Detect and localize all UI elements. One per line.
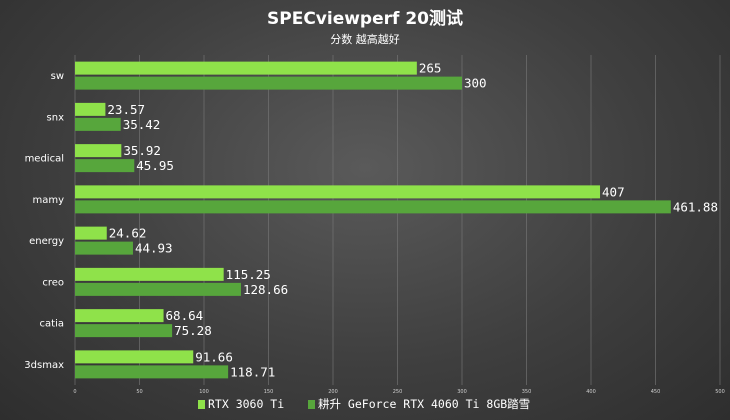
- x-tick-label: 250: [393, 389, 403, 395]
- bar: [75, 144, 122, 158]
- data-label: 91.66: [195, 349, 233, 364]
- data-label: 115.25: [226, 267, 271, 282]
- x-tick-label: 450: [651, 389, 661, 395]
- bar: [75, 102, 106, 116]
- bar: [75, 350, 194, 364]
- category-label: mamy: [32, 195, 64, 206]
- grid: [74, 55, 721, 385]
- legend-swatch: [308, 400, 315, 409]
- bar: [75, 226, 107, 240]
- data-label: 35.42: [123, 117, 161, 132]
- data-label: 45.95: [136, 158, 174, 173]
- x-tick-label: 0: [73, 389, 76, 395]
- data-label: 23.57: [107, 102, 145, 117]
- bar: [75, 241, 133, 255]
- data-label: 75.28: [174, 323, 212, 338]
- bar: [75, 61, 417, 75]
- bar: [75, 267, 224, 281]
- category-label: catia: [40, 319, 64, 330]
- data-label: 44.93: [135, 241, 173, 256]
- category-label: 3dsmax: [24, 360, 64, 371]
- x-axis-ticks: 0 50 100 150 200 250 300 350 400 450 500: [73, 389, 724, 395]
- legend-entry: 耕升 GeForce RTX 4060 Ti 8GB踏雪: [318, 397, 530, 411]
- data-label: 24.62: [109, 226, 147, 241]
- data-label: 407: [602, 184, 625, 199]
- category-label: snx: [47, 112, 65, 123]
- data-label: 118.71: [230, 364, 275, 379]
- data-label: 68.64: [166, 308, 204, 323]
- category-label: sw: [51, 71, 64, 82]
- x-tick-label: 200: [328, 389, 338, 395]
- category-label: creo: [42, 277, 64, 288]
- data-label: 128.66: [243, 282, 288, 297]
- bar: [75, 309, 164, 323]
- category-label: medical: [25, 154, 64, 165]
- legend-swatch: [198, 400, 205, 409]
- x-tick-label: 50: [136, 389, 142, 395]
- x-tick-label: 350: [522, 389, 532, 395]
- bar: [75, 282, 241, 296]
- data-label: 300: [464, 76, 487, 91]
- x-tick-label: 400: [586, 389, 596, 395]
- data-label: 265: [419, 61, 442, 76]
- data-label: 461.88: [673, 199, 718, 214]
- bar: [75, 159, 135, 173]
- x-tick-label: 100: [199, 389, 209, 395]
- bar: [75, 365, 229, 379]
- bar: [75, 185, 601, 199]
- bar: [75, 324, 173, 338]
- legend: RTX 3060 Ti 耕升 GeForce RTX 4060 Ti 8GB踏雪: [198, 397, 530, 411]
- data-label: 35.92: [123, 143, 161, 158]
- bar: [75, 76, 462, 90]
- bar: [75, 117, 121, 131]
- x-tick-label: 500: [715, 389, 725, 395]
- x-tick-label: 300: [457, 389, 467, 395]
- x-tick-label: 150: [264, 389, 274, 395]
- chart-subtitle: 分数 越高越好: [330, 32, 400, 46]
- bar: [75, 200, 671, 214]
- category-label: energy: [29, 236, 64, 247]
- chart-title: SPECviewperf 20测试: [267, 8, 463, 29]
- legend-entry: RTX 3060 Ti: [208, 397, 284, 411]
